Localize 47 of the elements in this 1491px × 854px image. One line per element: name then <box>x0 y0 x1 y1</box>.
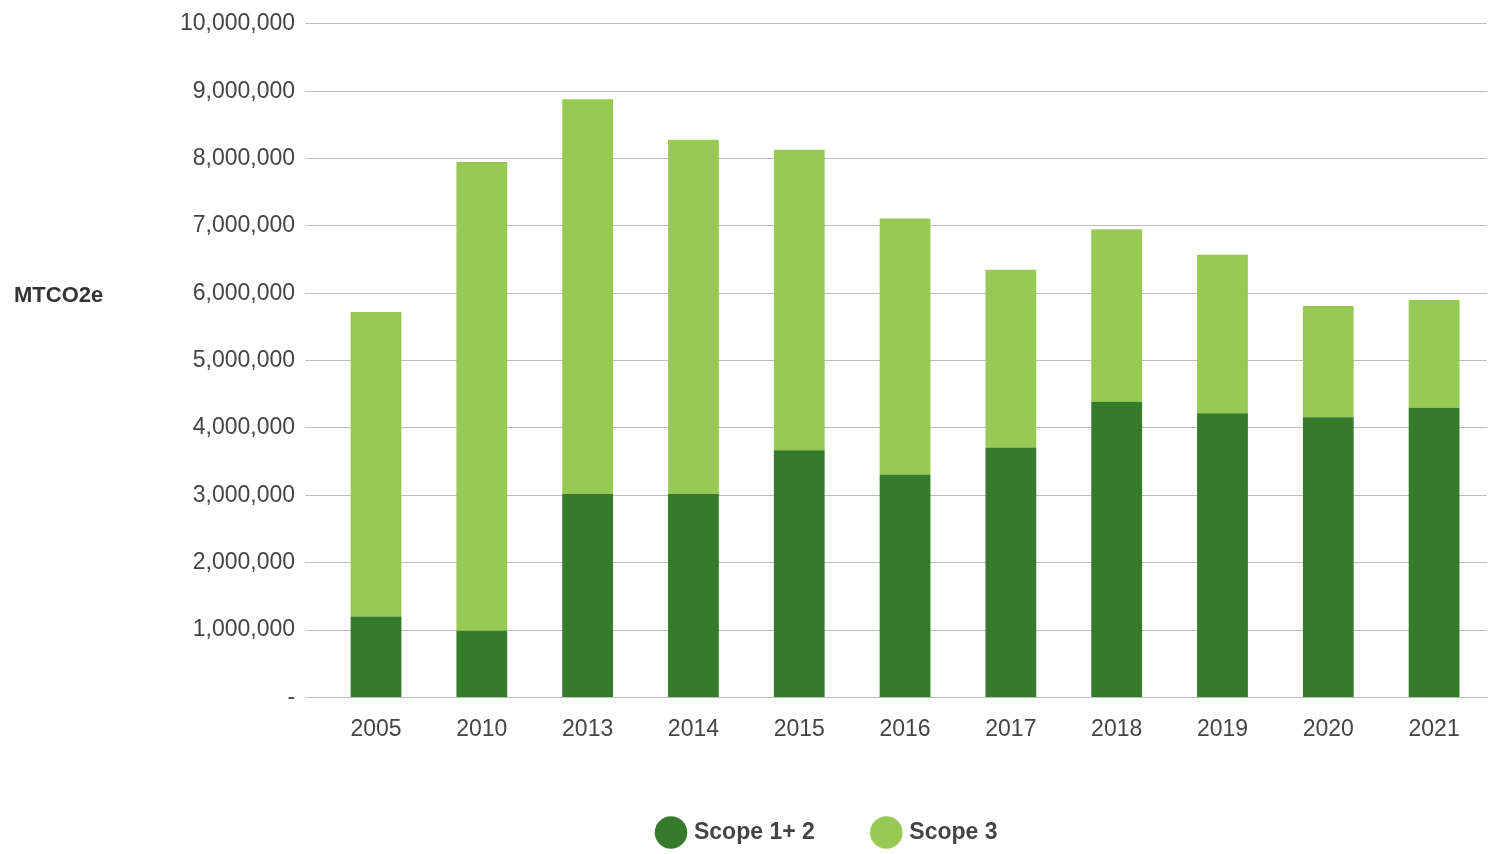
x-tick-label: 2014 <box>667 714 720 741</box>
y-axis-title: MTCO2e <box>14 281 104 307</box>
y-tick-label: 7,000,000 <box>192 211 296 238</box>
y-tick-label: 10,000,000 <box>179 9 296 36</box>
x-tick-label: 2019 <box>1196 714 1249 741</box>
legend-label: Scope 3 <box>909 817 998 844</box>
bar <box>350 312 402 617</box>
x-tick-label: 2015 <box>773 714 825 741</box>
y-tick-label: 1,000,000 <box>192 615 296 642</box>
x-tick-label: 2016 <box>879 714 931 741</box>
bar <box>1091 229 1143 402</box>
bar <box>1408 299 1460 408</box>
x-tick-label: 2018 <box>1091 714 1143 741</box>
y-tick-label: 9,000,000 <box>192 76 296 103</box>
bar <box>879 218 931 475</box>
bar <box>668 139 719 494</box>
bar <box>1302 306 1354 418</box>
bar <box>1091 401 1143 697</box>
bar <box>456 630 508 697</box>
x-tick-label: 2010 <box>456 714 508 741</box>
bar <box>562 493 614 697</box>
y-tick-label: 8,000,000 <box>192 143 296 170</box>
bar <box>1197 413 1248 697</box>
bar <box>773 450 825 697</box>
y-tick-label: 3,000,000 <box>192 480 296 507</box>
bar <box>773 149 825 451</box>
x-tick-label: 2013 <box>562 714 614 741</box>
bar <box>985 447 1037 697</box>
x-tick-label: 2005 <box>350 714 402 741</box>
x-tick-label: 2021 <box>1408 714 1460 741</box>
bar <box>985 269 1037 448</box>
bar <box>562 99 614 494</box>
bar <box>879 474 931 697</box>
bar <box>668 493 719 697</box>
y-tick-label: 4,000,000 <box>192 413 296 440</box>
x-tick-label: 2020 <box>1302 714 1354 741</box>
bar <box>1302 417 1354 697</box>
x-tick-label: 2017 <box>985 714 1037 741</box>
bar <box>456 161 508 631</box>
bar <box>1197 254 1248 414</box>
bar <box>350 616 402 697</box>
legend-label: Scope 1+ 2 <box>693 817 815 844</box>
y-tick-label: - <box>287 682 296 709</box>
y-tick-label: 6,000,000 <box>192 278 296 305</box>
bar <box>1408 407 1460 697</box>
y-tick-label: 5,000,000 <box>192 345 296 372</box>
y-tick-label: 2,000,000 <box>192 548 296 575</box>
